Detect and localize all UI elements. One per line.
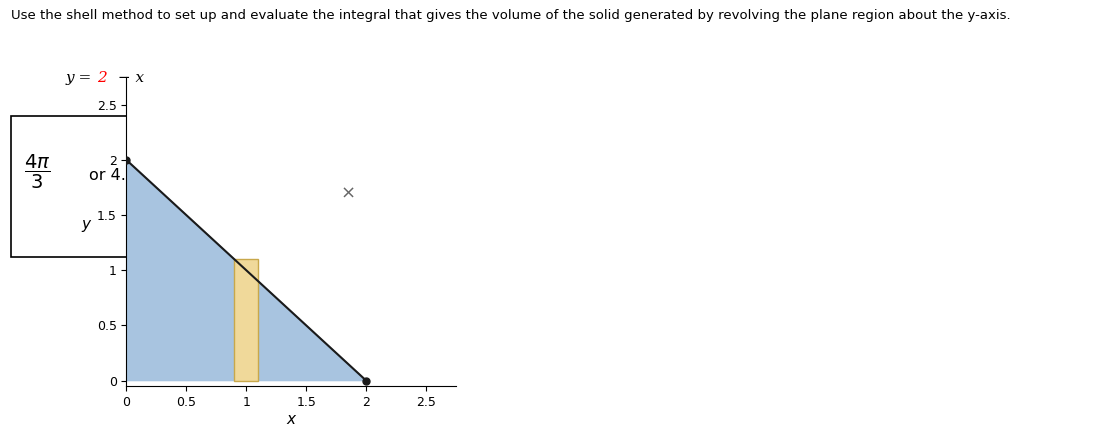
Text: both are wrong: both are wrong [206,168,328,183]
X-axis label: x: x [287,411,296,426]
Text: or 4.18819: or 4.18819 [89,168,182,183]
Text: ×: × [341,185,356,202]
Text: Use the shell method to set up and evaluate the integral that gives the volume o: Use the shell method to set up and evalu… [11,9,1011,21]
Bar [234,259,258,381]
Y-axis label: y: y [81,217,90,232]
FancyBboxPatch shape [11,116,335,257]
Text: − x: − x [113,71,144,85]
Text: 2: 2 [97,71,107,85]
Text: y =: y = [66,71,97,85]
Polygon shape [126,160,366,381]
Text: $\dfrac{4\pi}{3}$: $\dfrac{4\pi}{3}$ [24,154,51,191]
